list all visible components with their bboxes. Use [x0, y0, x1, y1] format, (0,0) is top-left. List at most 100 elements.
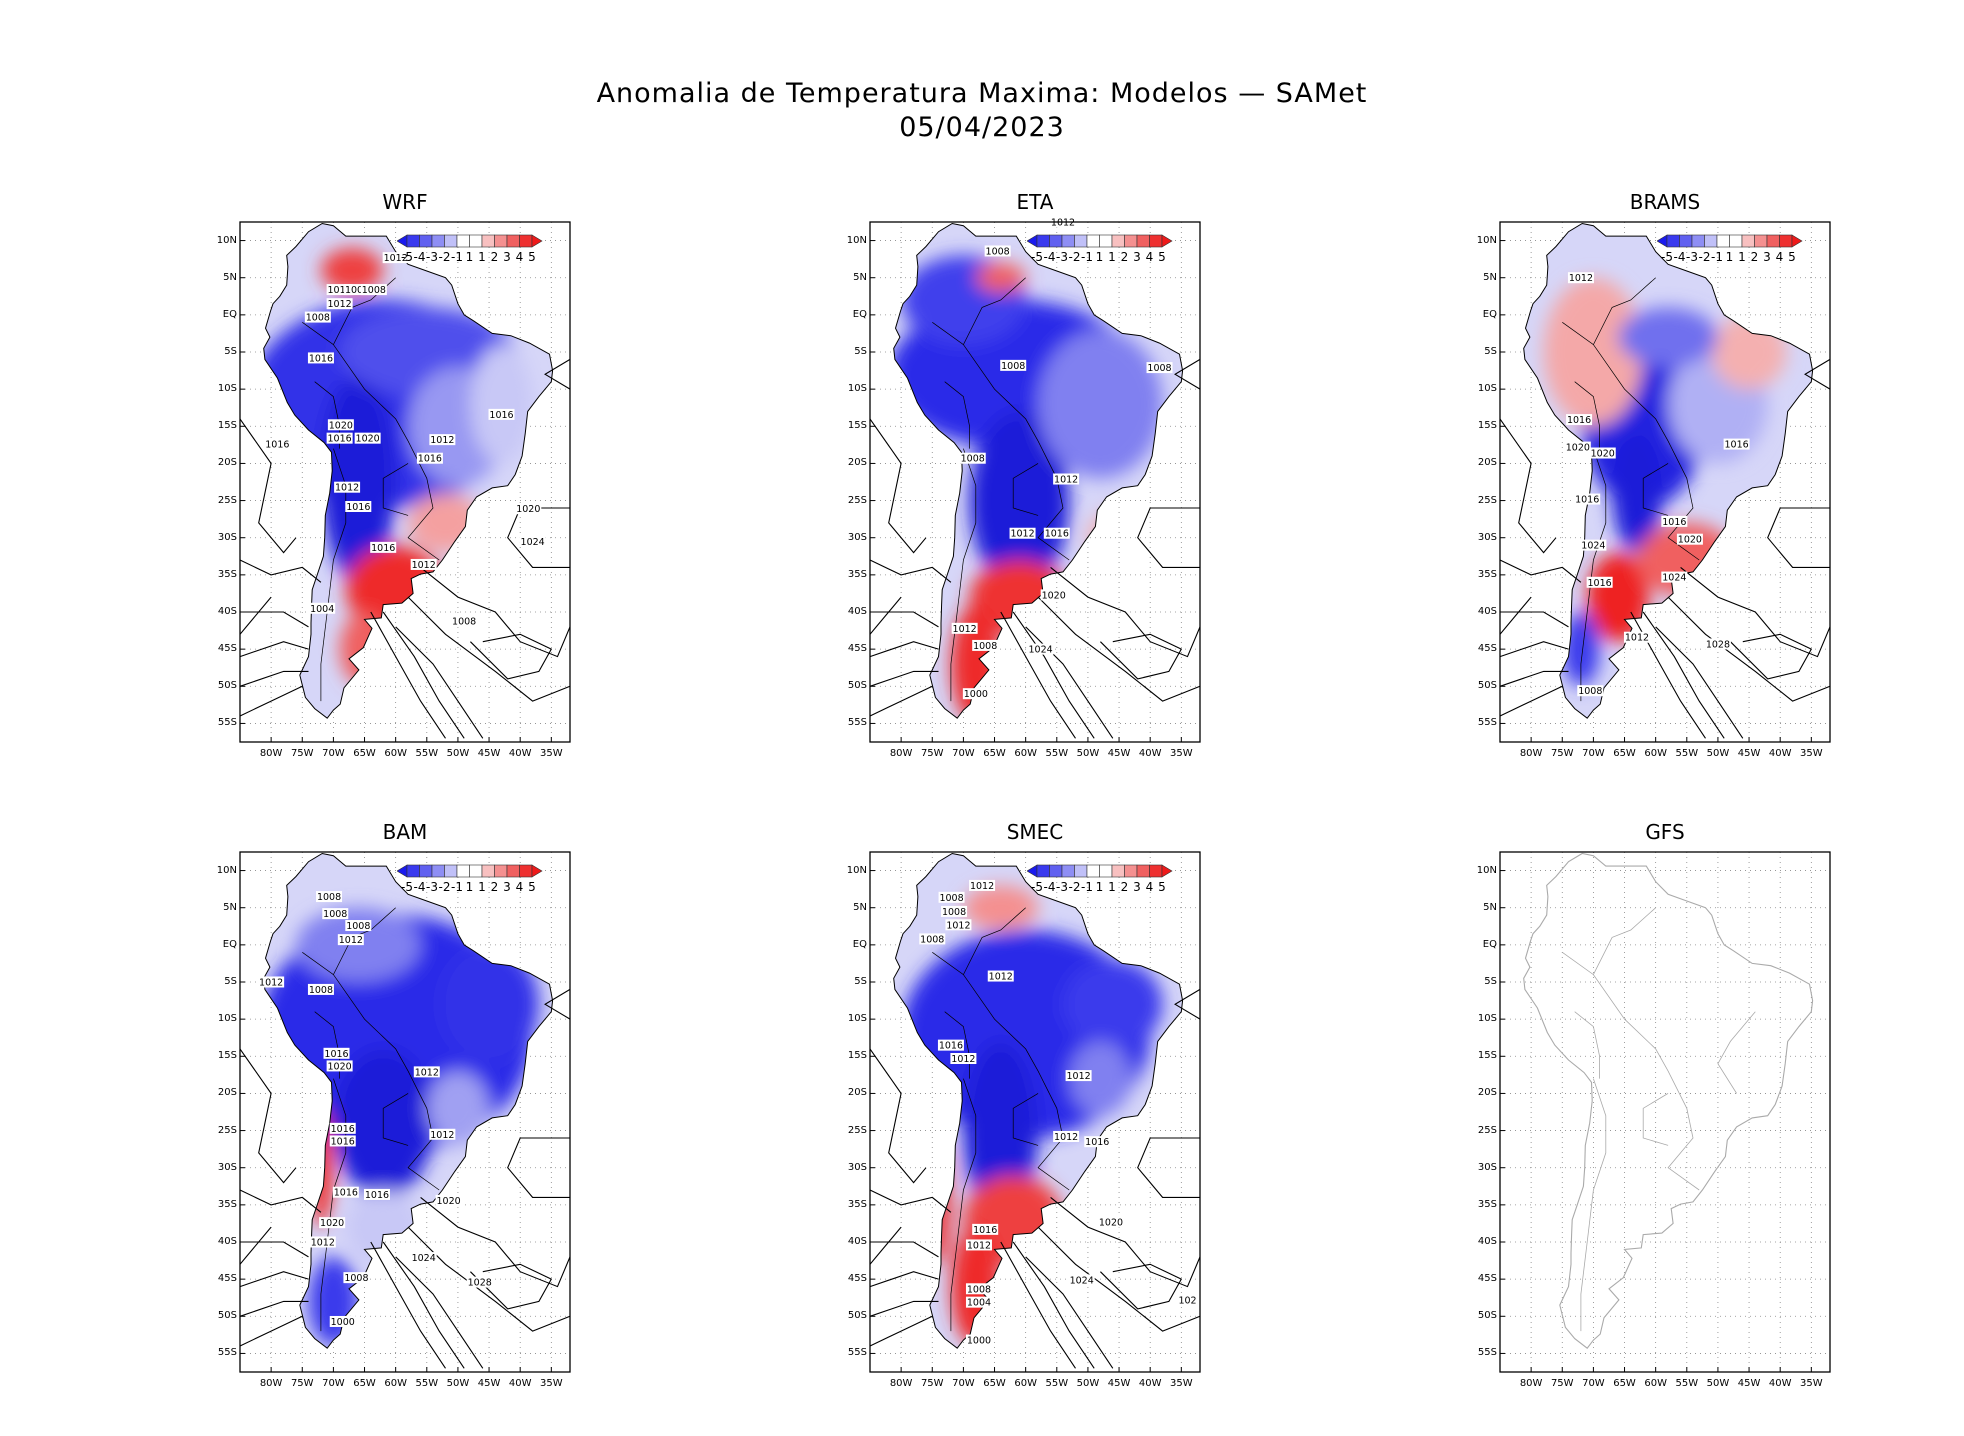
contour-label-bg — [307, 983, 334, 995]
contour-label: 1012 — [311, 1237, 335, 1248]
contour-label-bg — [1009, 527, 1036, 539]
colorbar-label: -4 — [413, 880, 426, 894]
isobar-line — [1499, 641, 1569, 658]
contour-label-bg — [969, 879, 996, 891]
contour-label-bg — [919, 933, 946, 945]
contour-label: 1020 — [1566, 443, 1590, 454]
country-border — [333, 907, 396, 975]
country-border — [950, 448, 977, 702]
isobar-line — [869, 1189, 952, 1213]
lon-tick-label: 45W — [1737, 748, 1761, 759]
isobar-line — [240, 1241, 309, 1258]
colorbar-swatch — [1729, 234, 1743, 248]
lat-tick-label: 10N — [216, 864, 237, 876]
isobar-line — [1655, 626, 1744, 739]
colorbar-label: 3 — [1133, 250, 1141, 264]
contour-label: 1008 — [346, 921, 370, 932]
colorbar-arrow-high — [531, 234, 543, 248]
contour-label-bg — [938, 891, 965, 903]
lon-tick-label: 70W — [322, 1378, 345, 1389]
anomaly-region — [963, 1041, 1039, 1220]
lon-tick-label: 75W — [290, 748, 314, 759]
colorbar-arrow-low — [1657, 234, 1668, 248]
colorbar-swatch — [481, 234, 495, 248]
lon-tick-label: 70W — [952, 1378, 975, 1389]
isobar-line — [1500, 611, 1569, 628]
anomaly-region — [963, 885, 1039, 930]
panel-smec: SMEC 10N 5N EQ 5S 10S 15S 20S 25S 30S 35S 40S 45S 50S… — [825, 820, 1245, 1389]
contour-label: 1012 — [970, 881, 994, 892]
contour-label-bg — [1084, 1136, 1111, 1148]
colorbar-swatch — [456, 864, 470, 878]
colorbar-label: -2 — [1068, 250, 1081, 264]
contour-label-bg — [1661, 571, 1688, 583]
lon-tick-label: 40W — [1768, 748, 1792, 759]
colorbar-swatch — [1741, 234, 1755, 248]
colorbar-label: 3 — [503, 250, 511, 264]
lon-tick-label: 75W — [290, 1378, 314, 1389]
colorbar-label: 4 — [515, 250, 524, 264]
coastline — [893, 222, 1184, 719]
contour-label: 1008 — [967, 1284, 991, 1295]
contour-label-bg — [435, 1194, 462, 1206]
colorbar: -5 -4 -3 -2 -1 1 1 2 3 4 5 — [397, 234, 567, 264]
isobar-line — [370, 611, 446, 739]
anomaly-region — [1711, 314, 1787, 390]
lon-tick-label: 75W — [920, 748, 944, 759]
colorbar-label: 5 — [528, 250, 536, 264]
isobar-line — [1037, 596, 1201, 702]
contour-label: 1012 — [430, 435, 454, 446]
colorbar-label: -1 — [1081, 880, 1093, 894]
panel-title: BRAMS — [1629, 190, 1701, 214]
contour-label: 1016 — [324, 1049, 348, 1060]
contour-label: 1000 — [967, 1336, 991, 1347]
lat-tick-label: 10N — [1476, 234, 1497, 246]
lat-tick-label: 10N — [216, 234, 237, 246]
contour-label: 1012 — [384, 253, 408, 264]
colorbar-swatch — [1086, 864, 1100, 878]
lon-tick-label: 70W — [1582, 748, 1605, 759]
contour-label: 1016 — [328, 434, 352, 445]
contour-label-bg — [382, 252, 409, 264]
colorbar-label: 3 — [503, 880, 511, 894]
contour-label-bg — [1704, 638, 1731, 650]
country-border — [1574, 1011, 1600, 1079]
contour-label-bg — [515, 503, 542, 515]
isobar-line — [869, 418, 927, 554]
colorbar-swatch — [1074, 234, 1088, 248]
isobar-line — [1137, 507, 1200, 568]
isobar-line — [869, 1271, 939, 1288]
colorbar-arrow-high — [531, 864, 543, 878]
contour-label: 1008 — [344, 1273, 368, 1284]
lat-tick-label: 5S — [1484, 976, 1497, 987]
anomaly-region — [408, 493, 483, 553]
isobar-line — [239, 1271, 309, 1288]
contour-label-bg — [345, 920, 372, 932]
country-border — [1012, 1093, 1039, 1146]
contour-label: 1016 — [371, 543, 395, 554]
lon-tick-label: 50W — [1706, 748, 1730, 759]
contour-label: 1016 — [1085, 1137, 1109, 1148]
lon-tick-label: 55W — [1675, 1378, 1699, 1389]
lat-tick-label: 10N — [846, 864, 867, 876]
lat-tick-label: 40S — [217, 606, 237, 617]
isobar-line — [420, 566, 571, 658]
colorbar-label: -1 — [1081, 250, 1093, 264]
contour-label-bg — [1623, 631, 1650, 643]
lat-tick-label: 5N — [1483, 271, 1497, 283]
colorbar-swatch — [1704, 234, 1718, 248]
colorbar-swatch — [419, 234, 433, 248]
lat-tick-label: 55S — [217, 717, 237, 729]
colorbar-label: 5 — [1158, 250, 1166, 264]
lon-tick-label: 60W — [1644, 1378, 1667, 1389]
lat-tick-label: 35S — [1477, 1198, 1497, 1210]
contour-label-bg — [345, 501, 372, 512]
contour-label-bg — [1580, 539, 1607, 551]
lat-tick-label: 5N — [223, 271, 237, 283]
lat-tick-label: 10N — [1476, 864, 1497, 876]
lat-tick-label: 35S — [217, 568, 237, 580]
lat-tick-label: 5S — [1484, 346, 1497, 357]
contour-label: 1008 — [961, 454, 985, 465]
contour-label-bg — [354, 432, 381, 444]
contour-label: 1008 — [309, 985, 333, 996]
